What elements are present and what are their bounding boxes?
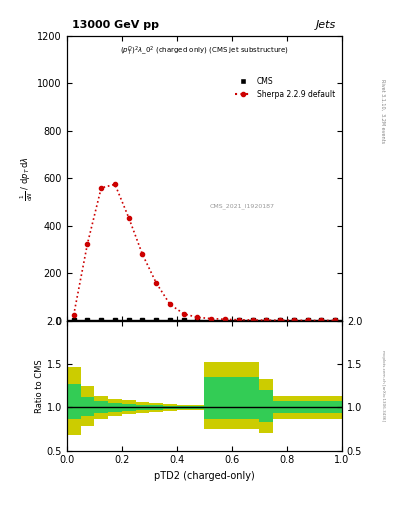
Y-axis label: $\frac{1}{\mathrm{d}N}\ /\ \mathrm{d}p_T\,\mathrm{d}\lambda$: $\frac{1}{\mathrm{d}N}\ /\ \mathrm{d}p_T…	[18, 156, 35, 201]
Text: 13000 GeV pp: 13000 GeV pp	[72, 20, 159, 30]
Text: CMS_2021_I1920187: CMS_2021_I1920187	[210, 203, 275, 208]
Text: mcplots.cern.ch [arXiv:1306.3436]: mcplots.cern.ch [arXiv:1306.3436]	[381, 350, 385, 421]
Legend: CMS, Sherpa 2.2.9 default: CMS, Sherpa 2.2.9 default	[232, 74, 338, 102]
Text: Jets: Jets	[316, 20, 336, 30]
Text: Rivet 3.1.10,  3.2M events: Rivet 3.1.10, 3.2M events	[381, 79, 386, 143]
Y-axis label: Ratio to CMS: Ratio to CMS	[35, 359, 44, 413]
X-axis label: pTD2 (charged-only): pTD2 (charged-only)	[154, 471, 255, 481]
Text: $(p_T^D)^2\lambda\_0^2$ (charged only) (CMS jet substructure): $(p_T^D)^2\lambda\_0^2$ (charged only) (…	[120, 45, 289, 58]
